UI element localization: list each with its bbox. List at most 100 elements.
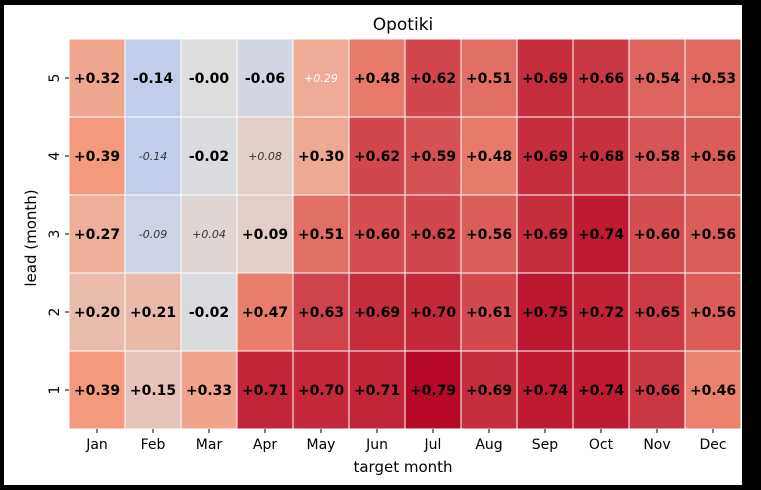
cell-value-label: +0.71: [354, 383, 400, 399]
cell-value-label: +0.20: [74, 305, 121, 321]
heatmap-cell: [684, 116, 742, 196]
heatmap-cell: [124, 38, 182, 118]
cell-value-label: -0.14: [139, 150, 167, 163]
heatmap-cell: [292, 116, 350, 196]
heatmap-cell: [180, 272, 238, 352]
cell-value-label: +0.48: [466, 149, 512, 165]
y-tick-label: 1: [47, 386, 63, 395]
cell-value-label: -0.14: [133, 71, 174, 87]
cell-value-label: +0.56: [690, 227, 736, 243]
heatmap-cell: [628, 350, 686, 430]
x-tick-label: Feb: [141, 437, 166, 453]
cell-value-label: +0.69: [522, 71, 568, 87]
cell-value-label: +0.33: [186, 383, 232, 399]
cell-value-label: +0.75: [522, 305, 568, 321]
heatmap-cell: [572, 38, 630, 118]
cell-value-label: +0.48: [354, 71, 400, 87]
x-tick-label: Oct: [589, 437, 614, 453]
heatmap-cells: +0.32 -0.14 -0.00 -0.06 +0.29 +0.48 +0.62 +0.51…: [68, 38, 742, 430]
cell-value-label: +0.53: [690, 71, 736, 87]
cell-value-label: +0.69: [522, 227, 568, 243]
cell-value-label: +0.69: [354, 305, 400, 321]
heatmap-cell: [684, 194, 742, 274]
heatmap-cell: [180, 350, 238, 430]
cell-value-label: +0.27: [74, 227, 120, 243]
heatmap-cell: [292, 194, 350, 274]
cell-value-label: +0.39: [74, 149, 120, 165]
cell-value-label: +0.15: [130, 383, 176, 399]
cell-value-label: +0.62: [410, 227, 456, 243]
x-tick-label: Nov: [643, 437, 670, 453]
x-tick-label: Apr: [253, 437, 277, 453]
cell-value-label: +0.29: [304, 72, 338, 85]
x-tick-label: Dec: [699, 437, 726, 453]
heatmap-cell: [348, 350, 406, 430]
cell-value-label: +0.74: [522, 383, 569, 399]
cell-value-label: +0.56: [690, 149, 736, 165]
cell-value-label: -0.06: [245, 71, 285, 87]
cell-value-label: +0.69: [466, 383, 512, 399]
cell-value-label: +0.56: [466, 227, 512, 243]
heatmap-cell: [348, 272, 406, 352]
cell-value-label: +0.09: [242, 227, 288, 243]
y-tick-label: 3: [47, 230, 63, 239]
heatmap-cell: [236, 272, 294, 352]
cell-value-label: +0.79: [410, 383, 456, 399]
x-tick-label: May: [307, 437, 336, 453]
chart-title: Opotiki: [373, 15, 434, 35]
cell-value-label: +0.63: [298, 305, 344, 321]
heatmap-cell: [684, 38, 742, 118]
heatmap-cell: [404, 350, 462, 430]
x-tick-label: Jan: [85, 437, 108, 453]
heatmap-cell: [348, 38, 406, 118]
heatmap-cell: [460, 38, 518, 118]
chart-frame: Opotiki +0.32 -0.14 -0.00 -0.06 +0.29 +0.48 +0…: [4, 5, 742, 485]
y-tick-label: 4: [47, 151, 63, 160]
heatmap-cell: [68, 38, 126, 118]
x-tick-label: Jun: [365, 437, 388, 453]
cell-value-label: +0.47: [242, 305, 288, 321]
cell-value-label: +0.74: [578, 383, 625, 399]
heatmap-cell: [180, 38, 238, 118]
cell-value-label: +0.58: [634, 149, 680, 165]
heatmap-cell: [180, 194, 238, 274]
heatmap-cell: [68, 350, 126, 430]
cell-value-label: +0.65: [634, 305, 680, 321]
heatmap-cell: [68, 272, 126, 352]
x-tick-label: Aug: [475, 437, 502, 453]
heatmap-cell: [124, 350, 182, 430]
heatmap-cell: [460, 116, 518, 196]
heatmap-cell: [628, 116, 686, 196]
heatmap-cell: [348, 116, 406, 196]
y-tick-labels: 5 4 3 2 1: [47, 74, 69, 395]
cell-value-label: +0.66: [634, 383, 680, 399]
x-tick-label: Mar: [196, 437, 223, 453]
heatmap-cell: [628, 272, 686, 352]
cell-value-label: -0.02: [189, 305, 229, 321]
x-tick-label: Jul: [424, 437, 442, 453]
cell-value-label: +0.71: [242, 383, 288, 399]
cell-value-label: +0.32: [74, 71, 120, 87]
heatmap-cell: [404, 116, 462, 196]
y-tick-label: 5: [47, 74, 63, 83]
cell-value-label: +0.51: [466, 71, 512, 87]
cell-value-label: -0.00: [189, 71, 230, 87]
x-tick-label: Sep: [532, 437, 559, 453]
cell-value-label: +0.70: [410, 305, 457, 321]
y-tick-label: 2: [47, 308, 63, 317]
heatmap-chart: Opotiki +0.32 -0.14 -0.00 -0.06 +0.29 +0.48 +0…: [22, 15, 742, 476]
cell-value-label: +0.59: [410, 149, 456, 165]
cell-value-label: +0.51: [298, 227, 344, 243]
cell-value-label: +0.68: [578, 149, 624, 165]
cell-value-label: +0.62: [410, 71, 456, 87]
heatmap-cell: [236, 194, 294, 274]
cell-value-label: +0.39: [74, 383, 120, 399]
heatmap-cell: [460, 350, 518, 430]
heatmap-cell: [572, 116, 630, 196]
cell-value-label: +0.21: [130, 305, 176, 321]
cell-value-label: +0.56: [690, 305, 736, 321]
heatmap-cell: [684, 272, 742, 352]
cell-value-label: +0.60: [634, 227, 681, 243]
y-axis-label: lead (month): [22, 189, 40, 286]
x-tick-labels: Jan Feb Mar Apr May Jun Jul Aug Sep Oct Nov Dec: [85, 429, 727, 453]
